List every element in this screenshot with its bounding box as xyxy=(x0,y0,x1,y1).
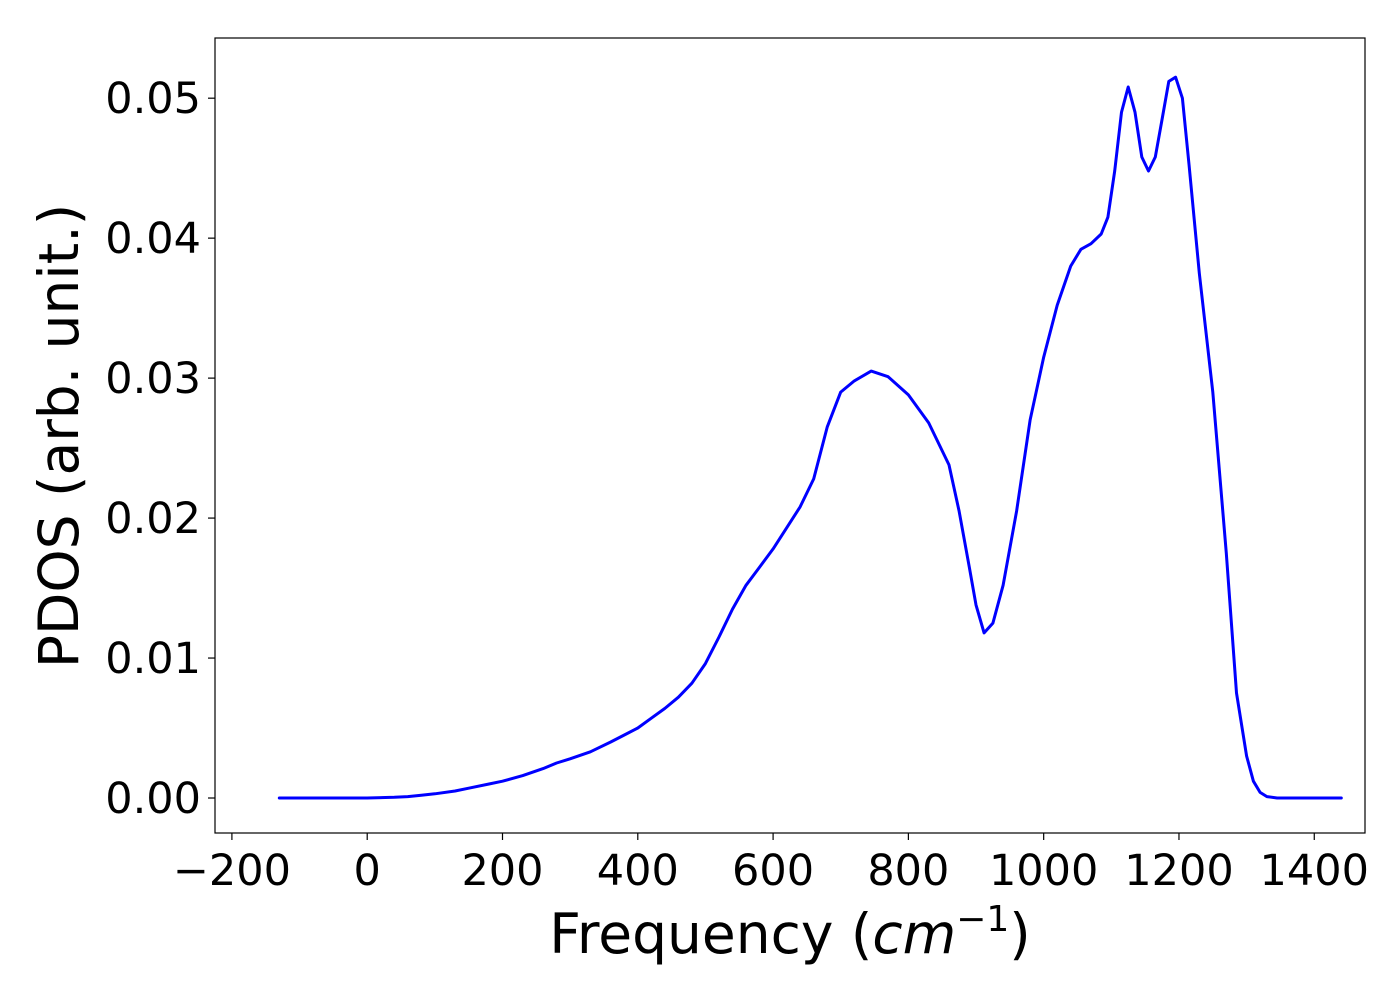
x-tick-label: 1400 xyxy=(1260,846,1369,896)
y-tick-label: 0.00 xyxy=(105,774,201,824)
x-tick-label: 400 xyxy=(597,846,679,896)
y-tick-label: 0.05 xyxy=(105,74,201,124)
y-tick-label: 0.01 xyxy=(105,634,201,684)
plot-frame xyxy=(214,37,1366,834)
y-tick-label: 0.02 xyxy=(105,494,201,544)
x-axis: −200 0 200 400 600 800 1000 1200 1400 xyxy=(173,833,1369,896)
x-axis-label: Frequency (cm−1) xyxy=(549,899,1030,966)
x-tick-label: −200 xyxy=(173,846,291,896)
x-tick-label: 600 xyxy=(732,846,814,896)
y-axis-label: PDOS (arb. unit.) xyxy=(27,204,91,668)
x-tick-label: 0 xyxy=(354,846,381,896)
y-tick-label: 0.03 xyxy=(105,354,201,404)
series-line-pdos xyxy=(277,75,1343,800)
plot-area xyxy=(215,38,1365,833)
y-tick-label: 0.04 xyxy=(105,214,201,264)
x-tick-label: 1200 xyxy=(1124,846,1233,896)
x-tick-label: 1000 xyxy=(989,846,1098,896)
x-tick-label: 800 xyxy=(867,846,949,896)
x-tick-label: 200 xyxy=(461,846,543,896)
y-axis: 0.00 0.01 0.02 0.03 0.04 0.05 xyxy=(105,74,215,824)
